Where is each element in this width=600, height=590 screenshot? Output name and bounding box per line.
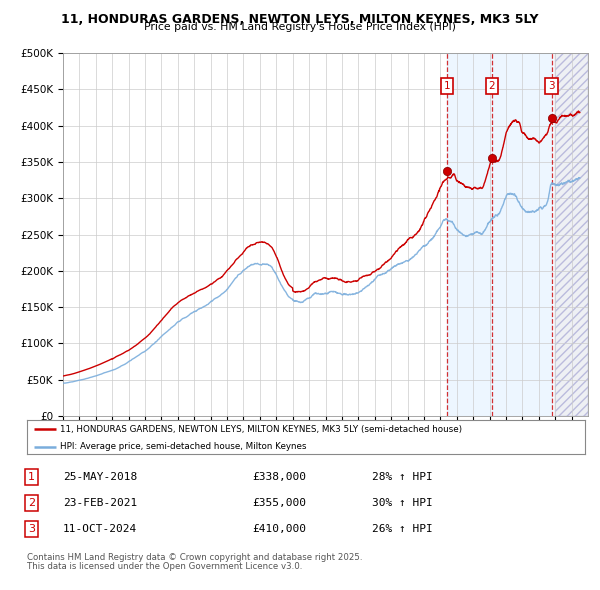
- Bar: [447, 53, 551, 416]
- Text: 1: 1: [28, 472, 35, 481]
- Text: 26% ↑ HPI: 26% ↑ HPI: [372, 524, 433, 533]
- Text: 3: 3: [548, 81, 555, 91]
- Text: 11, HONDURAS GARDENS, NEWTON LEYS, MILTON KEYNES, MK3 5LY: 11, HONDURAS GARDENS, NEWTON LEYS, MILTO…: [61, 13, 539, 26]
- Text: 2: 2: [488, 81, 495, 91]
- Text: 1: 1: [443, 81, 450, 91]
- Text: 11-OCT-2024: 11-OCT-2024: [63, 524, 137, 533]
- Text: £410,000: £410,000: [252, 524, 306, 533]
- Text: 11, HONDURAS GARDENS, NEWTON LEYS, MILTON KEYNES, MK3 5LY (semi-detached house): 11, HONDURAS GARDENS, NEWTON LEYS, MILTO…: [61, 425, 463, 434]
- Text: 23-FEB-2021: 23-FEB-2021: [63, 498, 137, 507]
- Text: £355,000: £355,000: [252, 498, 306, 507]
- Text: £338,000: £338,000: [252, 472, 306, 481]
- Text: 3: 3: [28, 524, 35, 533]
- Text: Contains HM Land Registry data © Crown copyright and database right 2025.: Contains HM Land Registry data © Crown c…: [27, 553, 362, 562]
- Text: This data is licensed under the Open Government Licence v3.0.: This data is licensed under the Open Gov…: [27, 562, 302, 571]
- Text: 28% ↑ HPI: 28% ↑ HPI: [372, 472, 433, 481]
- Text: 25-MAY-2018: 25-MAY-2018: [63, 472, 137, 481]
- Bar: [555, 53, 588, 416]
- Text: HPI: Average price, semi-detached house, Milton Keynes: HPI: Average price, semi-detached house,…: [61, 442, 307, 451]
- Text: 2: 2: [28, 498, 35, 507]
- Text: Price paid vs. HM Land Registry's House Price Index (HPI): Price paid vs. HM Land Registry's House …: [144, 22, 456, 32]
- Text: 30% ↑ HPI: 30% ↑ HPI: [372, 498, 433, 507]
- Bar: [555, 53, 588, 416]
